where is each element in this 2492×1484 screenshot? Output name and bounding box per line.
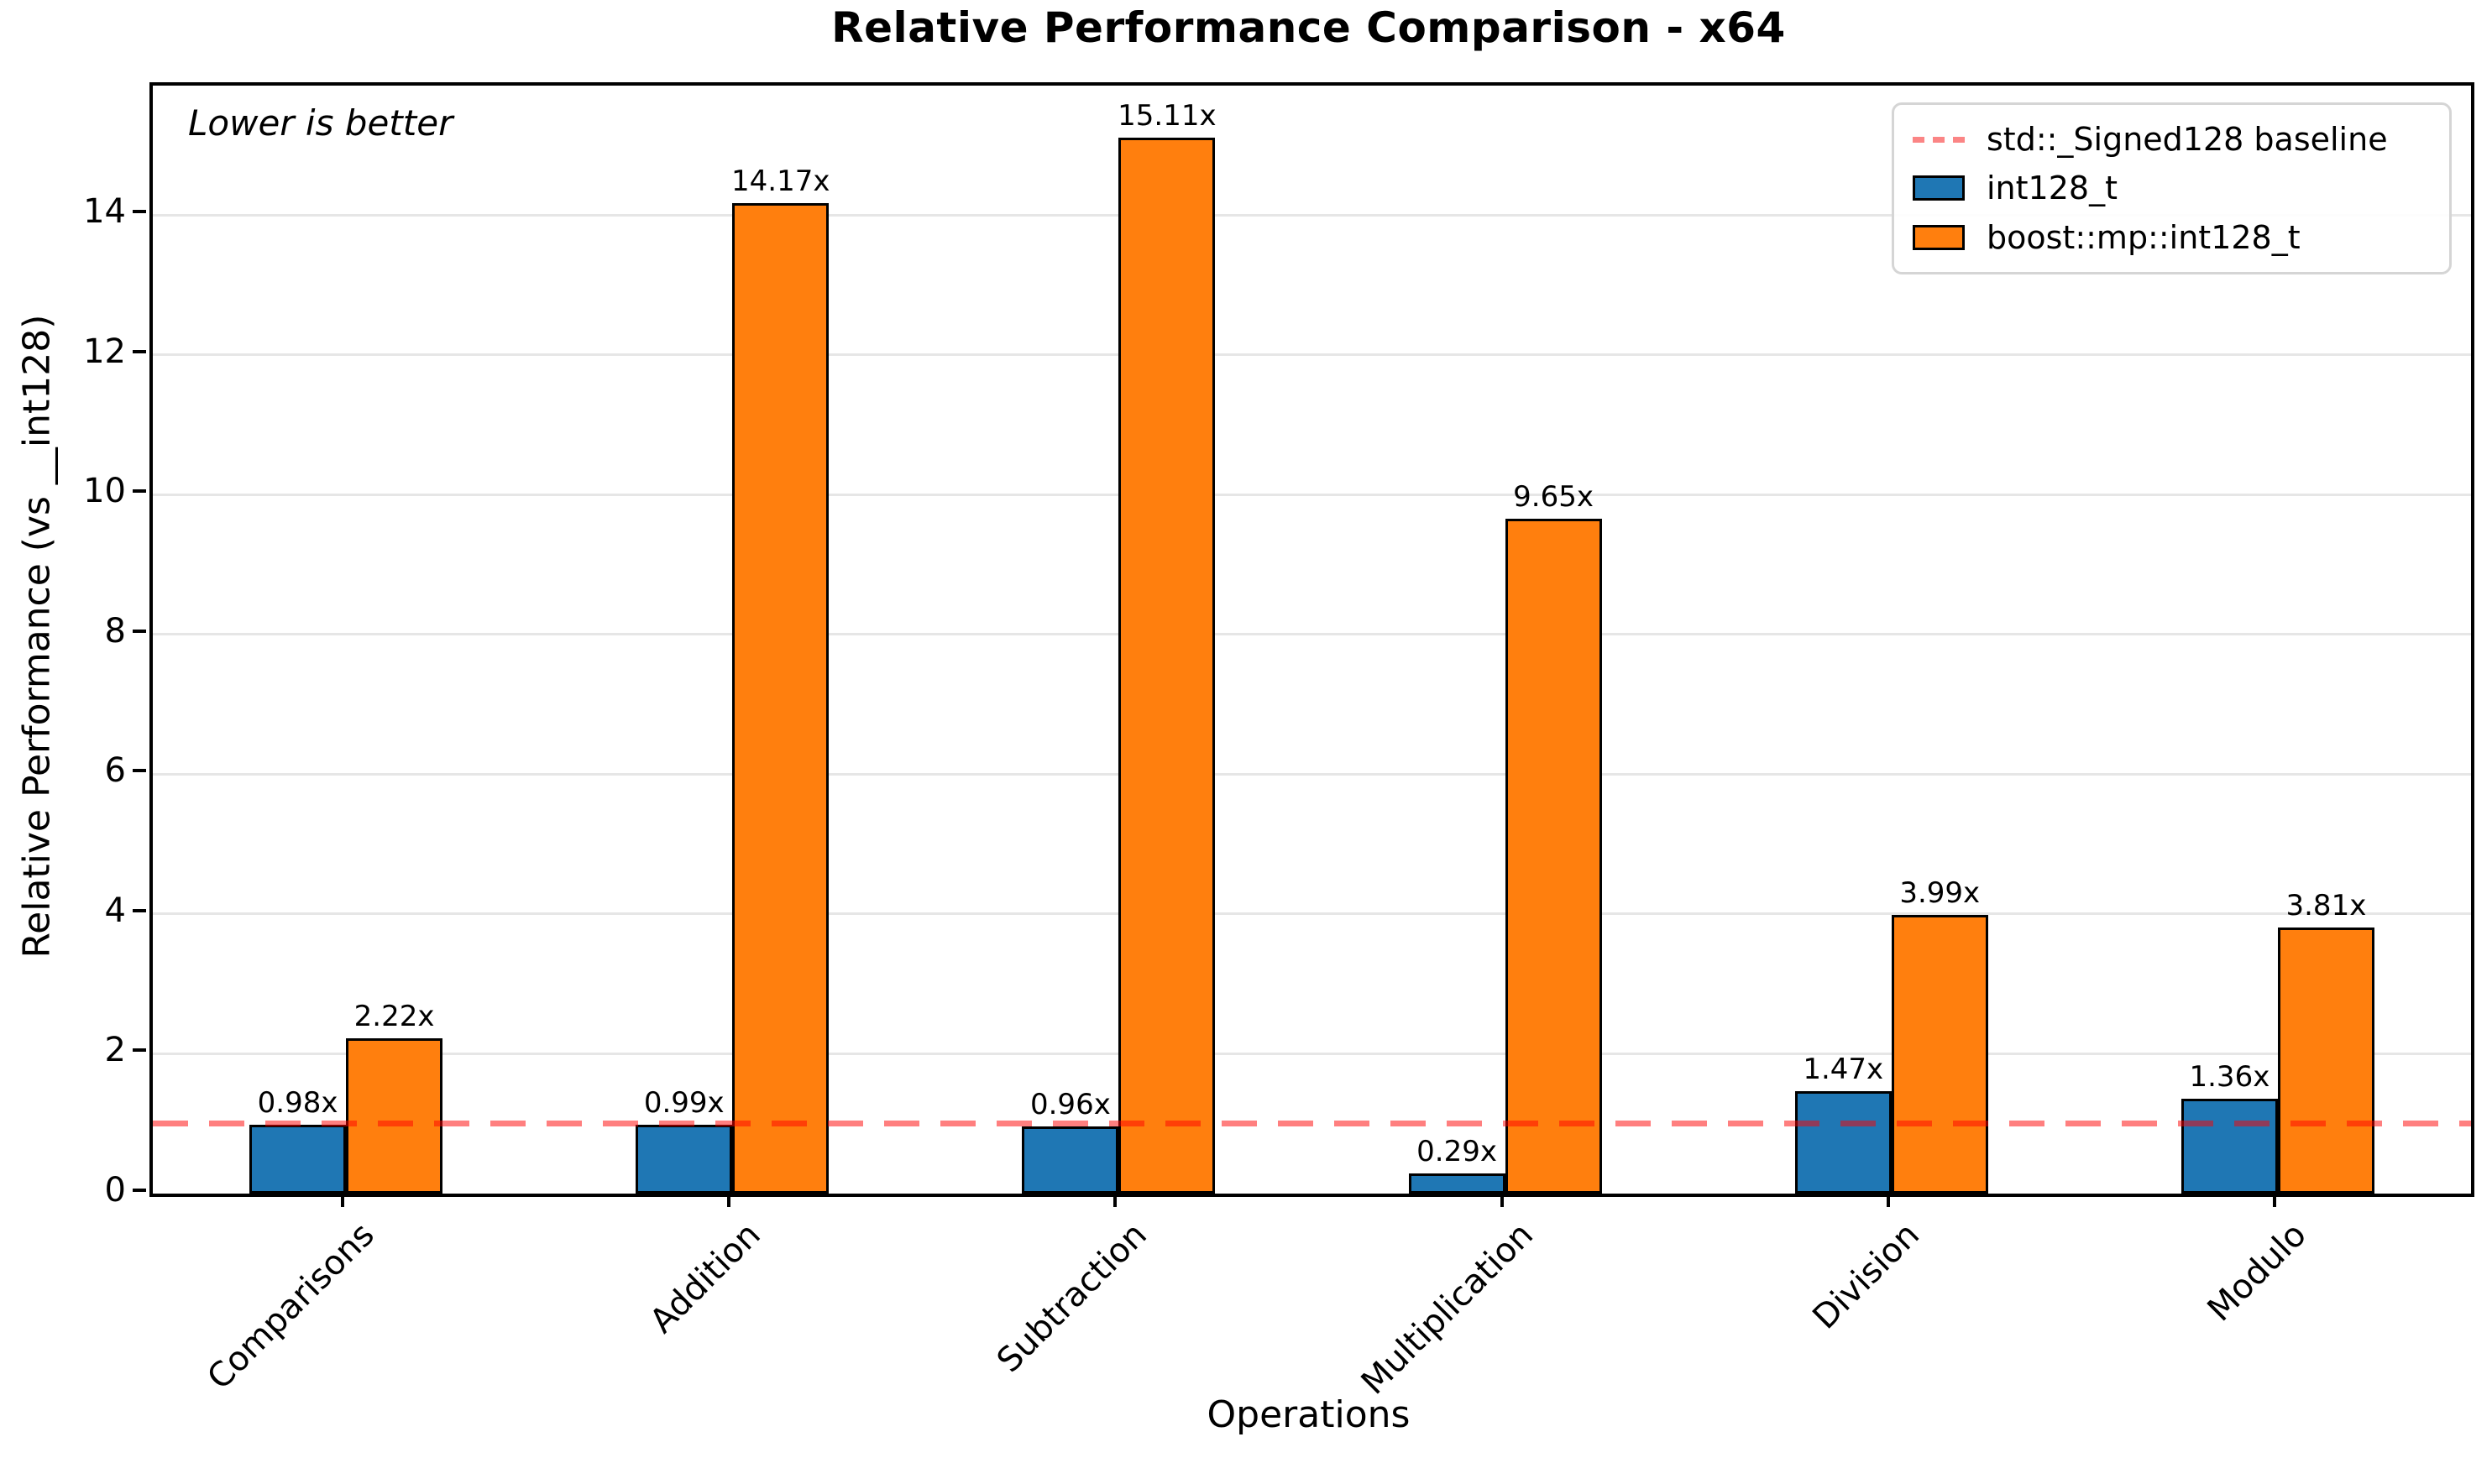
- gridline: [153, 493, 2471, 496]
- bar-int128-t-comparisons: [249, 1125, 347, 1194]
- ytick-mark: [133, 769, 146, 773]
- xtick-label: Modulo: [2200, 1215, 2314, 1330]
- gridline: [153, 912, 2471, 916]
- bar-value-label: 0.98x: [257, 1086, 338, 1121]
- xtick-label: Division: [1805, 1215, 1928, 1337]
- legend-label-baseline: std::_Signed128 baseline: [1987, 121, 2388, 159]
- bar-value-label: 1.47x: [1803, 1052, 1884, 1086]
- xtick-label: Subtraction: [989, 1215, 1154, 1381]
- bar-int128-t-division: [1794, 1090, 1892, 1194]
- xtick-mark: [1500, 1194, 1504, 1207]
- bar-value-label: 2.22x: [353, 1000, 435, 1034]
- ytick-label: 8: [104, 611, 126, 651]
- bar-value-label: 9.65x: [1513, 480, 1594, 515]
- ytick-label: 0: [104, 1171, 126, 1210]
- ytick-mark: [133, 908, 146, 912]
- y-axis-label: Relative Performance (vs __int128): [15, 314, 59, 959]
- xtick-mark: [341, 1194, 345, 1207]
- xtick-label: Addition: [642, 1215, 768, 1341]
- ytick-mark: [133, 489, 146, 494]
- bar-boost-mp-int128-t-multiplication: [1505, 519, 1602, 1194]
- legend-row-baseline: std::_Signed128 baseline: [1913, 121, 2431, 158]
- ytick-label: 14: [83, 192, 126, 232]
- bar-value-label: 3.99x: [1899, 875, 1981, 910]
- legend-row-series-0: int128_t: [1913, 170, 2431, 206]
- bar-value-label: 1.36x: [2189, 1059, 2270, 1094]
- ytick-label: 10: [83, 472, 126, 511]
- annotation-lower-is-better: Lower is better: [188, 102, 453, 144]
- baseline-dash-swatch-icon: [1913, 136, 1965, 143]
- bar-boost-mp-int128-t-division: [1891, 914, 1988, 1194]
- bar-int128-t-subtraction: [1022, 1126, 1119, 1194]
- gridline: [153, 213, 2471, 217]
- bar-int128-t-multiplication: [1408, 1173, 1505, 1194]
- ytick-label: 4: [104, 891, 126, 930]
- xtick-label: Multiplication: [1353, 1215, 1542, 1403]
- legend-row-series-1: boost::mp::int128_t: [1913, 219, 2431, 256]
- legend-label-series-1: boost::mp::int128_t: [1987, 218, 2301, 256]
- legend-label-series-0: int128_t: [1987, 170, 2118, 207]
- ytick-label: 2: [104, 1031, 126, 1070]
- ytick-mark: [133, 210, 146, 214]
- ytick-mark: [133, 1048, 146, 1053]
- gridline: [153, 633, 2471, 636]
- bar-value-label: 0.96x: [1029, 1088, 1111, 1122]
- bar-value-label: 0.29x: [1416, 1134, 1497, 1168]
- chart-title: Relative Performance Comparison - x64: [831, 3, 1786, 52]
- gridline: [153, 772, 2471, 776]
- bar-boost-mp-int128-t-subtraction: [1118, 137, 1216, 1194]
- bar-value-label: 15.11x: [1118, 98, 1217, 133]
- bar-value-label: 14.17x: [731, 164, 830, 198]
- xtick-mark: [727, 1194, 731, 1207]
- bar-boost-mp-int128-t-modulo: [2277, 927, 2374, 1194]
- legend: std::_Signed128 baseline int128_t boost:…: [1892, 102, 2452, 274]
- ytick-label: 12: [83, 332, 126, 371]
- xtick-label: Comparisons: [200, 1215, 382, 1398]
- legend-swatch-series-0: [1913, 175, 1965, 201]
- bar-boost-mp-int128-t-addition: [732, 202, 830, 1194]
- baseline-line: [153, 1121, 2471, 1127]
- gridline: [153, 353, 2471, 357]
- bar-value-label: 0.99x: [643, 1085, 725, 1120]
- xtick-mark: [1886, 1194, 1890, 1207]
- xtick-mark: [2272, 1194, 2276, 1207]
- bar-int128-t-modulo: [2180, 1098, 2278, 1194]
- ytick-label: 6: [104, 751, 126, 791]
- x-axis-label: Operations: [1207, 1393, 1411, 1436]
- bar-boost-mp-int128-t-comparisons: [346, 1038, 443, 1194]
- xtick-mark: [1113, 1194, 1118, 1207]
- bar-value-label: 3.81x: [2285, 888, 2367, 922]
- ytick-mark: [133, 349, 146, 353]
- gridline: [153, 1052, 2471, 1055]
- ytick-mark: [133, 1189, 146, 1192]
- legend-swatch-series-1: [1913, 224, 1965, 250]
- bar-int128-t-addition: [636, 1124, 733, 1194]
- ytick-mark: [133, 629, 146, 633]
